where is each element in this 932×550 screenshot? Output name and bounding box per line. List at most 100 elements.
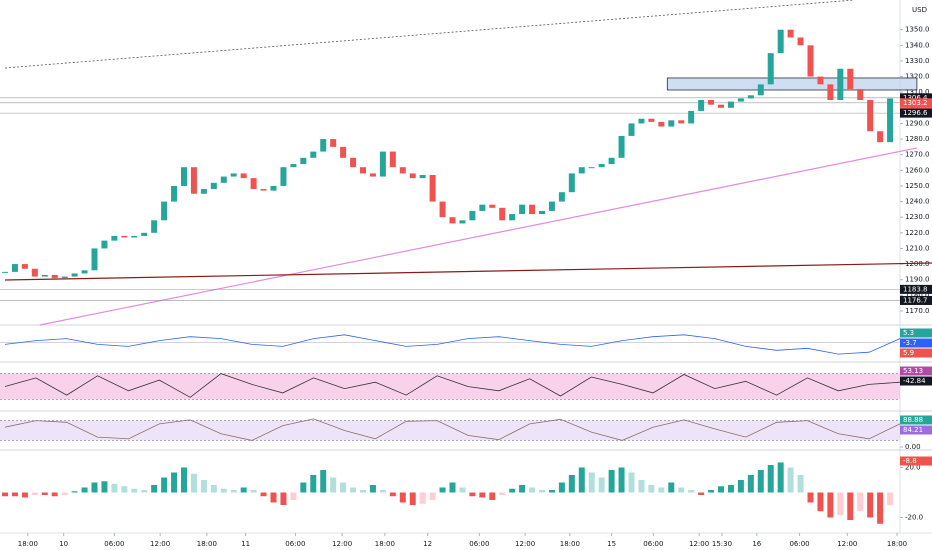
candle [787,29,794,38]
histogram-bar [230,490,237,493]
candle [857,89,864,100]
candle [369,173,376,177]
candle [539,210,545,215]
histogram-bar [787,467,794,493]
candle [31,268,38,277]
histogram-bar [827,492,834,518]
currency: USD [912,6,927,14]
price-badge-label: 1296.6 [903,109,928,117]
value-badge [900,338,932,348]
histogram-bar [767,465,774,493]
value-badge-label: -3.7 [903,339,917,347]
x-tick-label: 06:00 [643,540,663,548]
histogram-bar [757,470,764,493]
candle [747,95,754,99]
histogram-bar [688,490,695,493]
histogram-bar [628,472,635,493]
histogram-bar [519,485,526,493]
histogram-bar [658,487,665,493]
x-tick-label: 06:00 [789,540,809,548]
x-tick-label: 06:00 [469,540,489,548]
candle [887,98,894,143]
price-badge-label: 1183.8 [903,285,928,293]
candle [608,157,615,165]
candle [171,185,178,202]
value-badge [900,425,932,435]
histogram-bar [698,492,705,495]
x-tick-label: 06:00 [104,540,124,548]
candle [330,139,337,147]
candle [280,167,287,186]
histogram-bar [141,490,148,493]
histogram-bar [121,486,128,493]
histogram-bar [479,492,486,498]
price-badge [900,284,932,294]
x-tick-label: 11 [241,540,250,548]
candle [270,185,277,191]
x-tick-label: 18:00 [887,540,907,548]
candle [568,173,575,193]
histogram-bar [548,490,555,493]
y-tick-label: 1270.0 [905,151,930,159]
histogram-bar [837,492,844,515]
candle [678,120,685,124]
candle [250,178,257,190]
candle [638,118,645,124]
histogram-bar [330,477,337,493]
histogram-bar [2,492,8,497]
x-tick-label: 12:00 [150,540,170,548]
histogram-bar [360,490,366,493]
candle [389,151,396,168]
histogram-bar [300,482,307,493]
value-badge [900,366,932,376]
x-tick-label: 15:30 [712,540,732,548]
y-tick-label: 1230.0 [905,213,930,221]
candle [61,276,68,279]
candle [489,204,496,208]
x-tick-label: 12:00 [332,540,352,548]
candle [668,120,675,127]
candle [817,76,824,85]
histogram-bar [489,492,496,500]
candle [757,84,764,96]
histogram-bar [568,475,575,493]
candle [290,164,297,168]
trend-line [4,0,855,69]
x-tick-label: 18:00 [375,540,395,548]
y-tick-label: 1180.0 [905,291,930,299]
candle [111,235,118,241]
candle [419,175,426,179]
candle [449,217,456,224]
price-badge [900,108,932,118]
candle [151,220,158,233]
y-tick-label: 1250.0 [905,182,930,190]
candle [2,271,8,273]
histogram-bar [379,490,386,493]
y-tick-label: 1310.0 [905,88,930,96]
candle [429,175,436,202]
histogram-bar [678,487,685,493]
histogram-bar [419,492,426,504]
price-badge [900,93,932,103]
x-tick-label: 06:00 [285,540,305,548]
histogram-bar [41,492,48,495]
histogram-bar [539,490,545,493]
histogram-bar [558,482,565,493]
candle [737,98,744,102]
candle [509,214,516,221]
histogram-bar [887,492,894,505]
histogram-bar [81,487,88,493]
histogram-bar [21,492,28,498]
histogram-bar [429,492,436,500]
y-tick-label: 1280.0 [905,135,930,143]
trend-line [4,262,932,281]
histogram-bar [708,490,715,493]
candle [161,201,168,221]
histogram-bar [499,492,506,495]
indicator-line [4,334,901,355]
price-badge-label: 1306.4 [903,94,928,102]
histogram-bar [61,492,68,495]
y-tick-label: 1190.0 [905,276,930,284]
candle [300,157,307,165]
